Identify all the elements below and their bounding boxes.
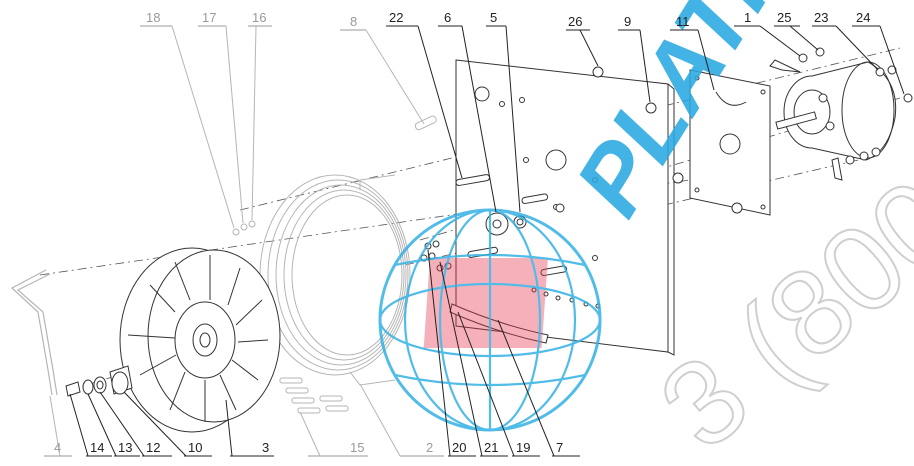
callout-26: 26 bbox=[566, 14, 599, 67]
svg-text:20: 20 bbox=[452, 440, 466, 455]
callout-6: 6 bbox=[438, 10, 497, 213]
svg-text:18: 18 bbox=[146, 10, 160, 25]
callouts-top: 18 17 16 8 22 6 5 26 9 11 1 25 23 24 bbox=[140, 10, 905, 229]
callout-24: 24 bbox=[852, 10, 905, 95]
svg-text:26: 26 bbox=[568, 14, 582, 29]
svg-text:8: 8 bbox=[350, 14, 357, 29]
svg-text:9: 9 bbox=[624, 14, 631, 29]
svg-text:3: 3 bbox=[262, 440, 269, 455]
callout-15: 15 bbox=[299, 411, 368, 457]
callout-2: 2 bbox=[359, 383, 444, 457]
callout-4: 4 bbox=[44, 395, 72, 457]
callout-22: 22 bbox=[386, 10, 463, 179]
shaft-washers bbox=[65, 365, 133, 397]
coil-bolts bbox=[279, 377, 349, 414]
svg-text:6: 6 bbox=[444, 10, 451, 25]
callout-8: 8 bbox=[340, 14, 425, 125]
small-screws bbox=[232, 115, 437, 236]
svg-text:24: 24 bbox=[856, 10, 870, 25]
callout-9: 9 bbox=[618, 14, 651, 103]
callout-3: 3 bbox=[225, 399, 274, 457]
pipe bbox=[10, 269, 58, 396]
gasket-plate bbox=[689, 69, 771, 216]
watermark-globe bbox=[378, 208, 602, 432]
svg-text:16: 16 bbox=[252, 10, 266, 25]
callout-23: 23 bbox=[812, 10, 879, 71]
callout-5: 5 bbox=[486, 10, 521, 213]
callout-11: 11 bbox=[670, 14, 715, 91]
callout-25: 25 bbox=[774, 10, 819, 51]
callouts-bottom: 4 14 13 12 10 3 15 2 20 21 19 7 bbox=[44, 249, 580, 457]
callout-12: 12 bbox=[99, 391, 172, 457]
svg-text:2: 2 bbox=[426, 440, 433, 455]
callout-13: 13 bbox=[87, 393, 140, 457]
svg-text:10: 10 bbox=[188, 440, 202, 455]
plate-nuts bbox=[592, 66, 743, 214]
svg-text:11: 11 bbox=[676, 14, 690, 29]
svg-text:12: 12 bbox=[146, 440, 160, 455]
callout-17: 17 bbox=[198, 10, 244, 224]
fan-wheel bbox=[119, 247, 281, 433]
svg-text:5: 5 bbox=[490, 10, 497, 25]
callout-18: 18 bbox=[140, 10, 235, 229]
svg-text:4: 4 bbox=[54, 440, 61, 455]
svg-text:21: 21 bbox=[484, 440, 498, 455]
svg-text:19: 19 bbox=[516, 440, 530, 455]
callout-20: 20 bbox=[427, 249, 476, 457]
callout-1: 1 bbox=[734, 10, 801, 57]
svg-text:25: 25 bbox=[777, 10, 791, 25]
svg-text:14: 14 bbox=[90, 440, 104, 455]
callout-16: 16 bbox=[248, 10, 272, 221]
svg-text:13: 13 bbox=[118, 440, 132, 455]
callout-14: 14 bbox=[69, 393, 112, 457]
callout-19: 19 bbox=[457, 311, 540, 457]
watermark-phone-text: 3 (800 bbox=[636, 154, 914, 461]
motor bbox=[769, 59, 897, 181]
svg-text:17: 17 bbox=[202, 10, 216, 25]
svg-text:23: 23 bbox=[814, 10, 828, 25]
callout-7: 7 bbox=[497, 319, 580, 457]
svg-text:7: 7 bbox=[556, 440, 563, 455]
callout-21: 21 bbox=[439, 261, 508, 457]
svg-text:22: 22 bbox=[389, 10, 403, 25]
svg-text:15: 15 bbox=[350, 440, 364, 455]
svg-text:1: 1 bbox=[744, 10, 751, 25]
callout-10: 10 bbox=[123, 391, 212, 457]
